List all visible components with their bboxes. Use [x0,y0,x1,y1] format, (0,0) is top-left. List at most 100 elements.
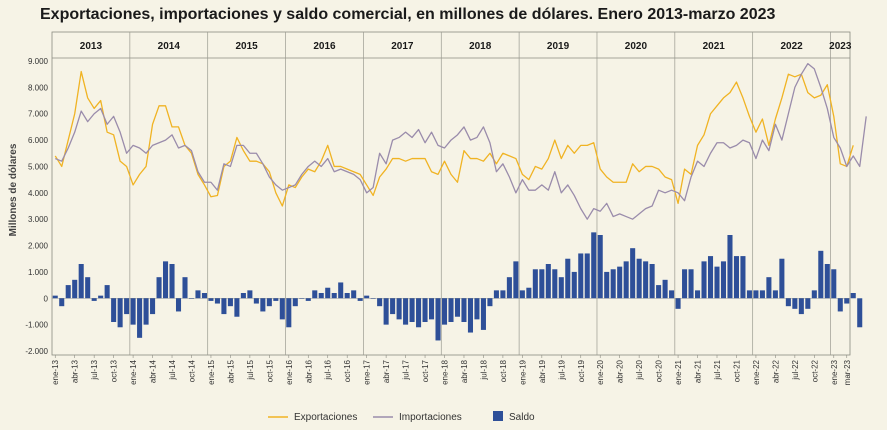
saldo-bar [396,298,402,320]
saldo-bar [143,298,149,325]
x-tick-label: jul-18 [479,359,488,380]
year-label-2021: 2021 [703,41,726,52]
saldo-bar [461,298,467,322]
year-label-2016: 2016 [313,41,336,52]
saldo-bar [857,298,863,328]
saldo-bar [318,293,324,299]
x-tick-label: oct-19 [577,359,586,382]
saldo-bar [377,298,383,307]
x-tick-label: oct-17 [421,359,430,382]
x-tick-label: oct-20 [655,359,664,382]
saldo-bar [182,277,188,299]
saldo-bar [163,261,169,299]
saldo-bar [260,298,266,312]
saldo-bar [746,290,752,299]
y-tick-label: 9.000 [28,57,49,66]
x-tick-label: ene-16 [285,359,294,384]
line-importaciones [54,62,867,220]
saldo-bar [247,290,253,299]
saldo-bar [390,298,396,315]
saldo-bar [65,285,71,299]
saldo-bar [493,290,499,299]
saldo-bar [208,298,214,301]
x-tick-label: oct-16 [343,359,352,382]
saldo-bar [52,295,58,299]
saldo-bar [364,295,370,299]
x-tick-label: oct-15 [265,359,274,382]
year-band: 2013 2014 2015 2016 2017 2018 2019 2020 2021 2022… [80,32,852,355]
year-label-2015: 2015 [236,41,259,52]
x-tick-label: oct-14 [187,359,196,382]
saldo-bar [662,279,668,299]
year-label-2013: 2013 [80,41,103,52]
x-tick-label: mar-23 [843,359,852,385]
y-tick-label: 8.000 [28,83,49,92]
saldo-bar [124,298,130,315]
x-tick-label: abr-19 [538,359,547,383]
saldo-bar [610,269,616,299]
year-label-2018: 2018 [469,41,492,52]
x-tick-label: abr-16 [304,359,313,383]
saldo-bar [441,298,448,325]
saldo-bar [383,298,389,325]
saldo-bar [467,298,473,333]
saldo-bar [707,256,714,299]
saldo-bar [688,269,694,299]
saldo-bar [565,258,571,299]
x-tick-label: ene-19 [518,359,527,384]
saldo-bar [266,298,272,307]
y-tick-label: 4.000 [28,189,49,198]
saldo-bar [175,298,182,312]
saldo-bar [519,290,525,299]
x-tick-label: ene-17 [363,359,372,384]
saldo-bar [545,264,551,299]
x-tick-label: jul-20 [635,359,644,380]
saldo-bar [844,298,850,304]
saldo-bar [753,290,759,299]
saldo-bar [617,266,623,299]
saldo-bar [299,298,305,299]
saldo-bar [195,290,201,299]
saldo-bar [824,264,830,299]
saldo-bar [429,298,435,320]
saldo-bar [59,298,65,307]
x-tick-label: ene-13 [51,359,60,384]
x-tick-label: jul-22 [791,359,800,380]
x-tick-label: oct-22 [810,359,819,382]
x-tick-label: ene-14 [129,359,138,384]
saldo-bar [454,298,461,317]
y-tick-label: 3.000 [28,215,49,224]
x-axis: ene-13 abr-13 jul-13 oct-13 ene-14 abr-14 jul-… [51,355,852,385]
saldo-bar [416,298,422,328]
saldo-bar [714,266,720,299]
saldo-bar [474,298,480,320]
x-tick-label: ene-22 [752,359,761,384]
y-axis-title: Millones de dólares [8,143,19,236]
saldo-bar [435,298,441,341]
x-tick-label: ene-23 [830,359,839,384]
saldo-bar [169,264,175,299]
legend-swatch-saldo [493,411,503,421]
saldo-bar [312,290,318,299]
saldo-bar [597,235,603,299]
saldo-bar [720,261,727,299]
saldo-bar [214,298,220,304]
saldo-bar [772,290,778,299]
y-tick-label: 0 [44,294,49,303]
saldo-bar [837,298,843,312]
saldo-bar [513,261,519,299]
saldo-bar [578,253,584,299]
x-tick-label: jul-21 [713,359,722,380]
saldo-bar [571,271,577,299]
y-tick-label: -2.000 [25,347,48,356]
x-tick-label: abr-14 [149,359,158,383]
y-tick-label: -1.000 [25,321,48,330]
saldo-bar [357,298,363,301]
chart-title: Exportaciones, importaciones y saldo com… [40,6,776,23]
plot-frame [51,31,851,356]
saldo-bar [591,232,597,299]
saldo-bar [552,269,558,299]
saldo-bar [221,298,227,315]
saldo-bar [584,253,590,299]
y-tick-label: 6.000 [28,136,49,145]
